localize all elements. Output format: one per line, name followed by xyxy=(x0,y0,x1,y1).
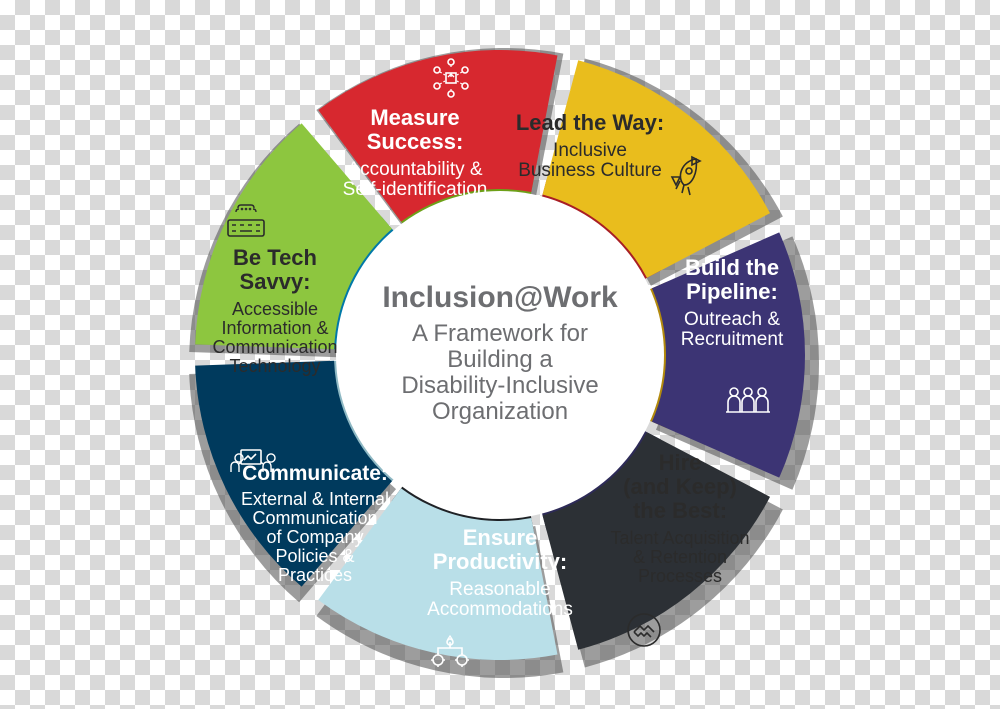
segment-communicate-title-line: Communicate: xyxy=(242,462,388,485)
segment-hire-title-line: the Best: xyxy=(633,498,727,523)
diagram-stage: Inclusion@Work A Framework forBuilding aD… xyxy=(0,0,1000,709)
segment-tech-sub-line: Communication xyxy=(212,337,337,357)
segment-measure-title-line: Measure xyxy=(370,105,459,130)
center-subtitle-line: Organization xyxy=(432,398,568,425)
segment-tech-title-line: Savvy: xyxy=(240,269,311,294)
center-title: Inclusion@Work xyxy=(382,281,618,314)
segment-measure-sub-line: Accountability & xyxy=(347,159,483,180)
segment-tech-sub-line: Information & xyxy=(221,318,328,338)
segment-communicate-sub-line: External & Internal xyxy=(241,489,389,509)
segment-lead-sub-line: Inclusive xyxy=(553,140,627,161)
center-subtitle-line: Building a xyxy=(447,346,553,373)
segment-build-sub-line: Outreach & xyxy=(684,309,780,330)
segment-lead-title-line: Lead the Way: xyxy=(516,110,664,135)
segment-ensure-title-line: Ensure xyxy=(463,525,538,550)
segment-measure-title-line: Success: xyxy=(367,129,464,154)
segment-tech-title-line: Be Tech xyxy=(233,245,317,270)
donut-svg: Inclusion@Work A Framework forBuilding aD… xyxy=(0,0,1000,709)
center-subtitle-line: Disability-Inclusive xyxy=(401,372,598,399)
segment-ensure-title-line: Productivity: xyxy=(433,549,567,574)
segment-build-label: Build thePipeline: Outreach &Recruitment xyxy=(681,255,784,350)
segment-communicate-sub-line: of Company xyxy=(266,527,363,547)
segment-build-sub-line: Recruitment xyxy=(681,329,784,350)
segment-communicate-sub-line: Practices xyxy=(278,565,352,585)
segment-measure-sub-line: Self-identification xyxy=(343,179,488,200)
segment-hire-sub-line: Processes xyxy=(638,566,722,586)
segment-hire-title-line: (and Keep) xyxy=(623,474,737,499)
segment-build-title-line: Pipeline: xyxy=(686,279,778,304)
segment-hire-title-line: Hire xyxy=(659,450,702,475)
segment-communicate-sub-line: Policies & xyxy=(275,546,354,566)
segment-hire-sub-line: & Retention xyxy=(633,547,727,567)
segment-ensure-sub-line: Reasonable xyxy=(449,579,550,600)
segment-ensure-sub-line: Accommodations xyxy=(427,599,573,620)
center-subtitle-line: A Framework for xyxy=(412,320,588,347)
segment-hire-sub-line: Talent Acquisition xyxy=(610,528,749,548)
segment-communicate-sub-line: Communication xyxy=(252,508,377,528)
segment-lead-sub-line: Business Culture xyxy=(518,160,662,181)
segment-tech-sub-line: Accessible xyxy=(232,299,318,319)
segment-build-title-line: Build the xyxy=(685,255,779,280)
segment-tech-sub-line: Technology xyxy=(229,356,320,376)
